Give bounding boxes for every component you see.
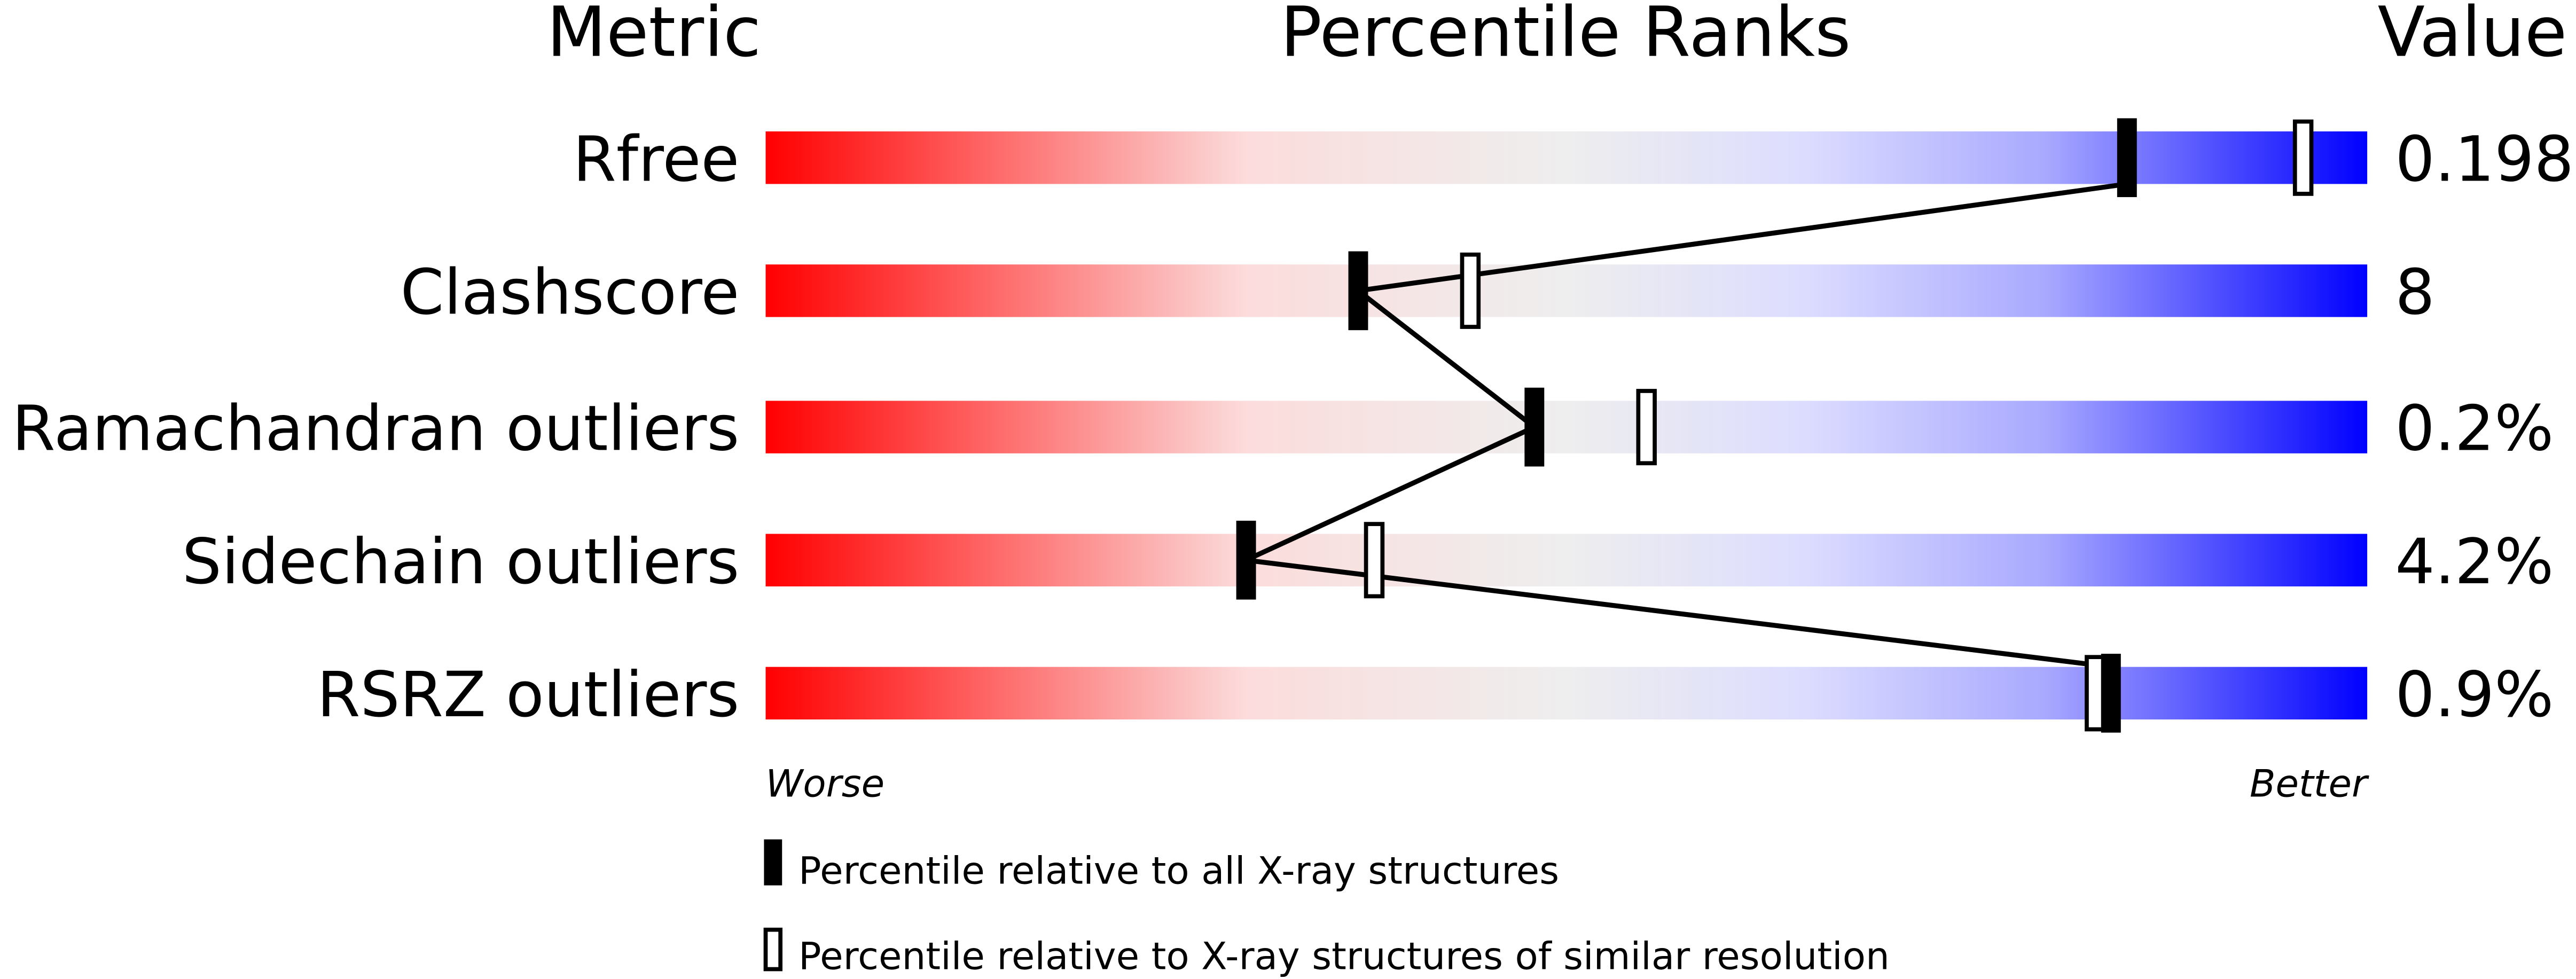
percentile-bar — [765, 264, 2368, 317]
similar-resolution-marker — [2085, 655, 2105, 732]
legend-open-marker-icon — [763, 927, 783, 972]
metric-label: Sidechain outliers — [182, 526, 739, 598]
header-metric: Metric — [547, 0, 762, 73]
connector-line — [1357, 288, 1536, 429]
header-percentile-ranks: Percentile Ranks — [1280, 0, 1851, 73]
legend-filled-marker-icon — [764, 839, 782, 886]
metric-value: 4.2% — [2395, 526, 2554, 598]
metric-value: 8 — [2395, 256, 2434, 328]
all-structures-marker — [1348, 251, 1368, 331]
legend-similar-resolution: Percentile relative to X-ray structures … — [798, 934, 1890, 978]
all-structures-marker — [1524, 387, 1545, 467]
similar-resolution-marker — [1460, 252, 1481, 329]
similar-resolution-marker — [1636, 389, 1657, 466]
metric-value: 0.9% — [2395, 659, 2554, 731]
similar-resolution-marker — [1364, 522, 1385, 599]
all-structures-marker — [2117, 118, 2137, 198]
similar-resolution-marker — [2292, 119, 2314, 196]
connector-line — [1246, 558, 2111, 670]
metric-value: 0.198 — [2395, 123, 2574, 195]
metric-label: Ramachandran outliers — [12, 393, 739, 465]
percentile-bar — [765, 401, 2368, 453]
percentile-bar — [765, 534, 2368, 586]
worse-label: Worse — [765, 762, 884, 806]
connector-line — [1358, 181, 2127, 293]
better-label: Better — [2250, 762, 2369, 806]
all-structures-marker — [1236, 520, 1256, 600]
metric-label: RSRZ outliers — [317, 659, 739, 731]
metric-label: Rfree — [573, 123, 740, 195]
metric-value: 0.2% — [2395, 393, 2554, 465]
connector-line — [1245, 425, 1536, 562]
percentile-bar — [765, 131, 2368, 184]
percentile-bar — [765, 667, 2368, 720]
legend-all-structures: Percentile relative to all X-ray structu… — [798, 849, 1559, 893]
all-structures-marker — [2101, 654, 2121, 733]
metric-label: Clashscore — [401, 256, 740, 328]
header-value: Value — [2378, 0, 2567, 73]
